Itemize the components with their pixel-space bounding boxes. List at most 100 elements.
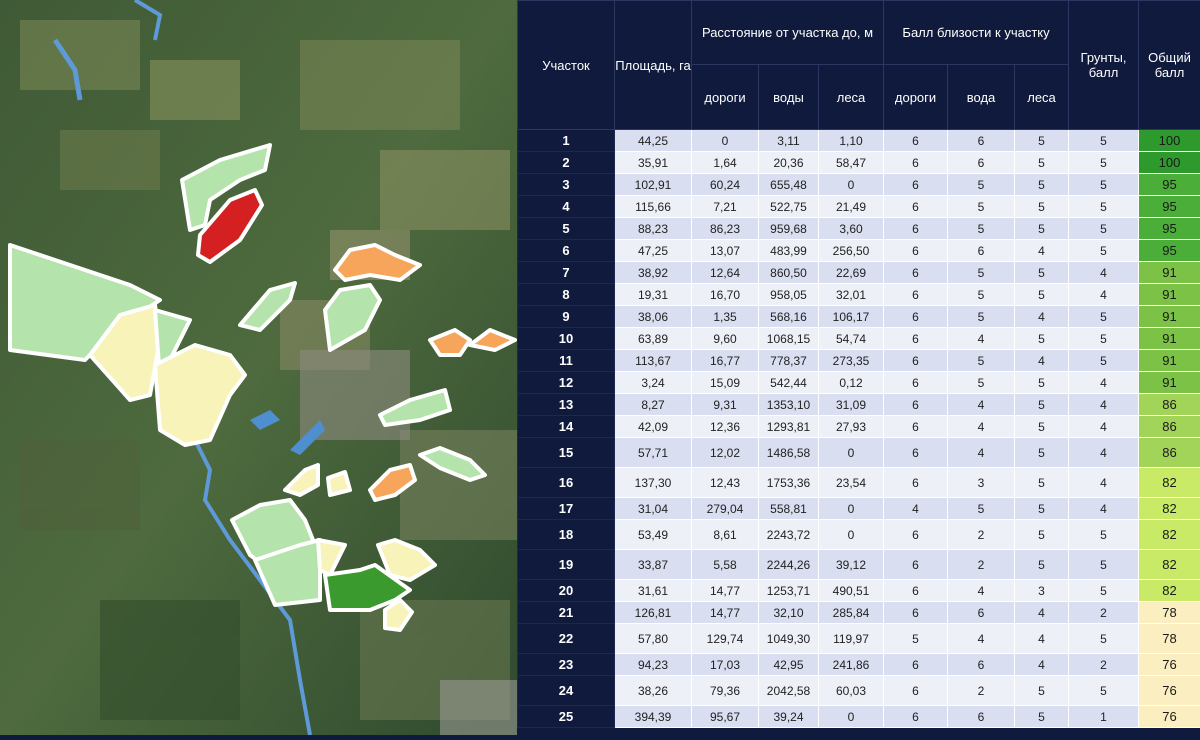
header-soil: Грунты, балл bbox=[1069, 1, 1139, 130]
cell-prox-water: 5 bbox=[948, 218, 1015, 240]
cell-total-score: 76 bbox=[1139, 654, 1200, 676]
cell-area: 44,25 bbox=[615, 130, 692, 152]
cell-dist-water: 1049,30 bbox=[759, 624, 819, 654]
cell-dist-road: 15,09 bbox=[692, 372, 759, 394]
cell-total-score: 95 bbox=[1139, 240, 1200, 262]
cell-dist-water: 3,11 bbox=[759, 130, 819, 152]
cell-soil: 5 bbox=[1069, 196, 1139, 218]
cell-soil: 5 bbox=[1069, 152, 1139, 174]
header-prox-water: вода bbox=[948, 65, 1015, 130]
cell-prox-road: 6 bbox=[884, 520, 948, 550]
cell-area: 126,81 bbox=[615, 602, 692, 624]
header-dist-forest: леса bbox=[819, 65, 884, 130]
cell-total-score: 91 bbox=[1139, 306, 1200, 328]
cell-prox-road: 6 bbox=[884, 196, 948, 218]
cell-total-score: 82 bbox=[1139, 520, 1200, 550]
cell-dist-road: 7,21 bbox=[692, 196, 759, 218]
header-total: Общий балл bbox=[1139, 1, 1200, 130]
cell-plot-id: 5 bbox=[518, 218, 615, 240]
cell-soil: 5 bbox=[1069, 580, 1139, 602]
cell-dist-forest: 256,50 bbox=[819, 240, 884, 262]
cell-prox-forest: 5 bbox=[1015, 416, 1069, 438]
cell-area: 38,06 bbox=[615, 306, 692, 328]
cell-soil: 5 bbox=[1069, 350, 1139, 372]
cell-plot-id: 4 bbox=[518, 196, 615, 218]
cell-area: 394,39 bbox=[615, 706, 692, 728]
cell-prox-water: 5 bbox=[948, 196, 1015, 218]
cell-total-score: 91 bbox=[1139, 350, 1200, 372]
cell-soil: 2 bbox=[1069, 602, 1139, 624]
cell-prox-water: 4 bbox=[948, 624, 1015, 654]
cell-prox-water: 2 bbox=[948, 676, 1015, 706]
cell-dist-forest: 285,84 bbox=[819, 602, 884, 624]
cell-dist-road: 12,36 bbox=[692, 416, 759, 438]
cell-soil: 5 bbox=[1069, 174, 1139, 196]
cell-prox-forest: 4 bbox=[1015, 654, 1069, 676]
cell-plot-id: 14 bbox=[518, 416, 615, 438]
cell-prox-forest: 5 bbox=[1015, 372, 1069, 394]
cell-total-score: 82 bbox=[1139, 580, 1200, 602]
cell-soil: 4 bbox=[1069, 284, 1139, 306]
header-proximity-group: Балл близости к участку bbox=[884, 1, 1069, 65]
cell-total-score: 91 bbox=[1139, 284, 1200, 306]
cell-prox-water: 4 bbox=[948, 328, 1015, 350]
cell-prox-road: 6 bbox=[884, 350, 948, 372]
cell-area: 63,89 bbox=[615, 328, 692, 350]
cell-soil: 4 bbox=[1069, 372, 1139, 394]
cell-dist-water: 20,36 bbox=[759, 152, 819, 174]
cell-total-score: 76 bbox=[1139, 706, 1200, 728]
cell-dist-road: 16,70 bbox=[692, 284, 759, 306]
cell-prox-road: 4 bbox=[884, 498, 948, 520]
cell-dist-forest: 273,35 bbox=[819, 350, 884, 372]
cell-dist-water: 655,48 bbox=[759, 174, 819, 196]
cell-plot-id: 1 bbox=[518, 130, 615, 152]
cell-total-score: 78 bbox=[1139, 602, 1200, 624]
cell-prox-forest: 4 bbox=[1015, 624, 1069, 654]
cell-soil: 5 bbox=[1069, 240, 1139, 262]
cell-area: 35,91 bbox=[615, 152, 692, 174]
cell-dist-road: 14,77 bbox=[692, 602, 759, 624]
cell-prox-road: 6 bbox=[884, 416, 948, 438]
cell-prox-water: 4 bbox=[948, 394, 1015, 416]
cell-soil: 4 bbox=[1069, 498, 1139, 520]
cell-total-score: 82 bbox=[1139, 498, 1200, 520]
cell-prox-forest: 5 bbox=[1015, 328, 1069, 350]
cell-dist-water: 860,50 bbox=[759, 262, 819, 284]
satellite-map[interactable] bbox=[0, 0, 517, 735]
cell-dist-road: 9,60 bbox=[692, 328, 759, 350]
cell-prox-water: 6 bbox=[948, 130, 1015, 152]
cell-total-score: 91 bbox=[1139, 372, 1200, 394]
cell-prox-road: 6 bbox=[884, 174, 948, 196]
cell-plot-id: 16 bbox=[518, 468, 615, 498]
cell-area: 137,30 bbox=[615, 468, 692, 498]
cell-prox-road: 6 bbox=[884, 468, 948, 498]
cell-dist-water: 483,99 bbox=[759, 240, 819, 262]
cell-dist-forest: 32,01 bbox=[819, 284, 884, 306]
cell-dist-road: 5,58 bbox=[692, 550, 759, 580]
cell-dist-forest: 31,09 bbox=[819, 394, 884, 416]
cell-prox-water: 5 bbox=[948, 372, 1015, 394]
cell-dist-forest: 0 bbox=[819, 174, 884, 196]
cell-dist-forest: 3,60 bbox=[819, 218, 884, 240]
cell-dist-forest: 0,12 bbox=[819, 372, 884, 394]
cell-area: 115,66 bbox=[615, 196, 692, 218]
cell-prox-forest: 5 bbox=[1015, 284, 1069, 306]
header-prox-forest: леса bbox=[1015, 65, 1069, 130]
cell-prox-forest: 5 bbox=[1015, 196, 1069, 218]
cell-plot-id: 6 bbox=[518, 240, 615, 262]
cell-soil: 5 bbox=[1069, 306, 1139, 328]
cell-dist-forest: 54,74 bbox=[819, 328, 884, 350]
cell-dist-forest: 60,03 bbox=[819, 676, 884, 706]
cell-prox-water: 6 bbox=[948, 152, 1015, 174]
cell-dist-road: 16,77 bbox=[692, 350, 759, 372]
cell-prox-water: 4 bbox=[948, 438, 1015, 468]
cell-total-score: 86 bbox=[1139, 438, 1200, 468]
cell-dist-road: 279,04 bbox=[692, 498, 759, 520]
